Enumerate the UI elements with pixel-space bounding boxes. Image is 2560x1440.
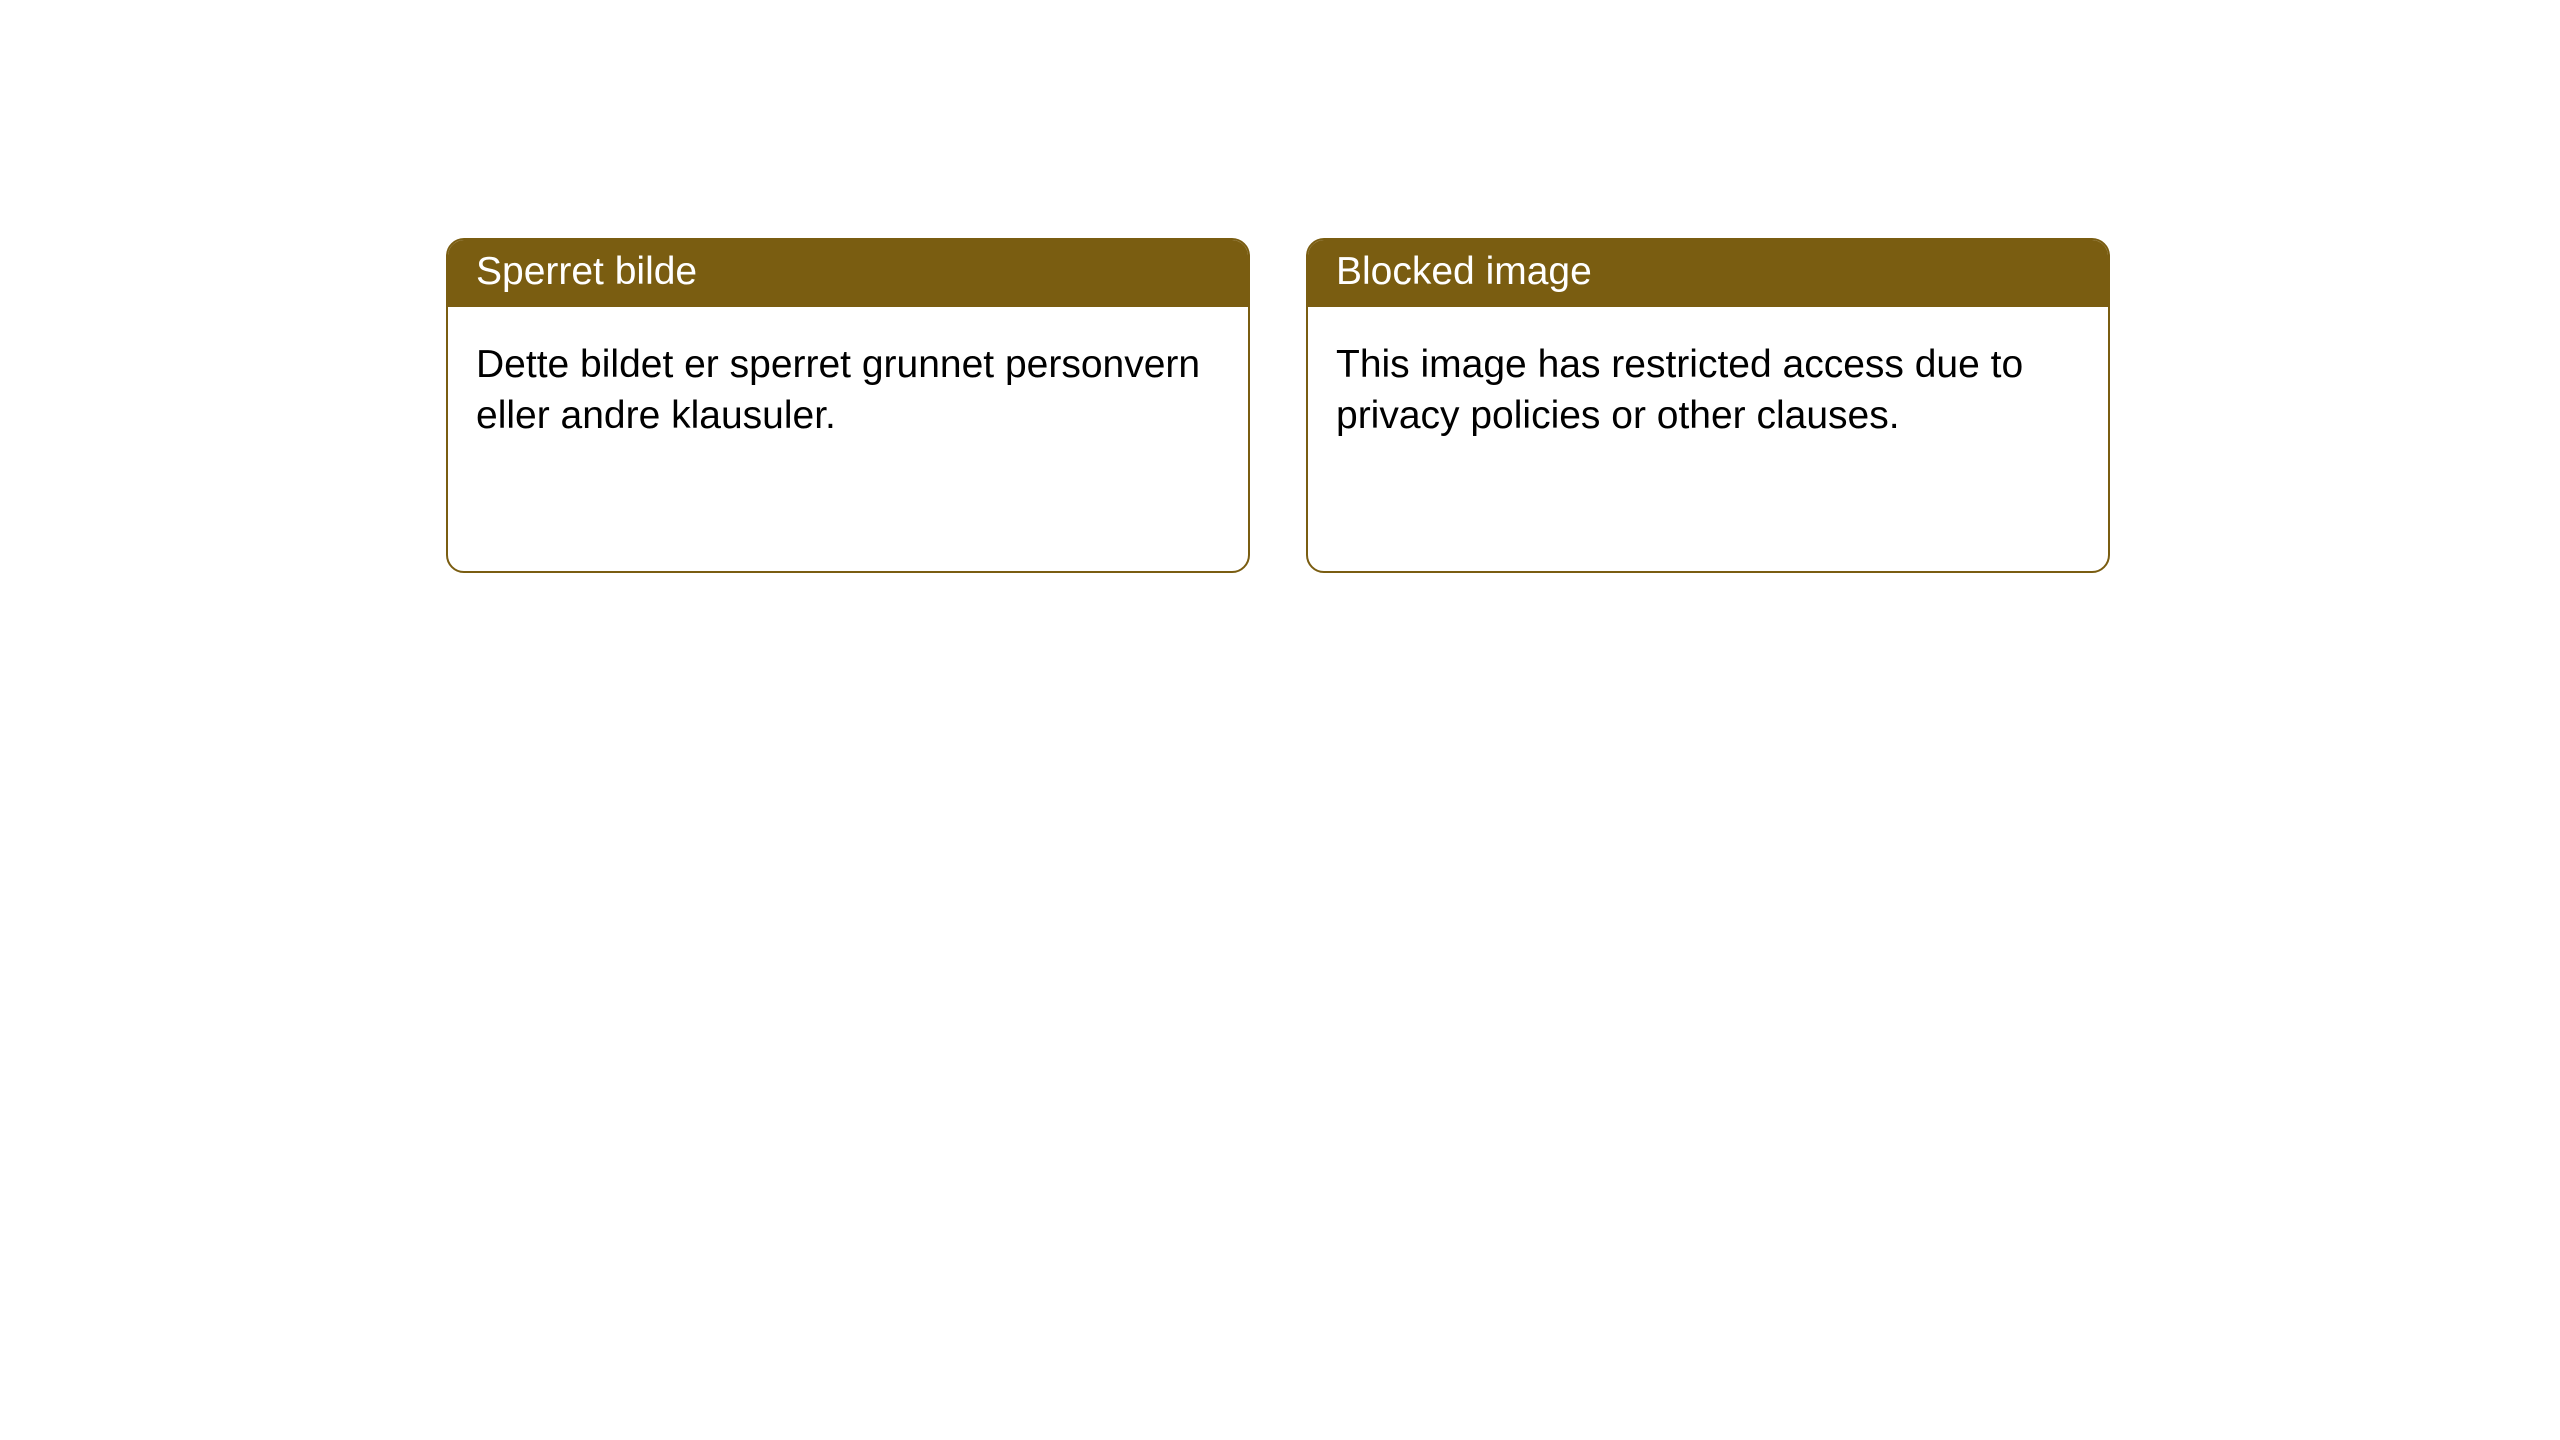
notice-container: Sperret bilde Dette bildet er sperret gr… [0, 0, 2560, 573]
card-body-text: Dette bildet er sperret grunnet personve… [476, 343, 1200, 437]
card-header: Sperret bilde [448, 240, 1248, 307]
card-header: Blocked image [1308, 240, 2108, 307]
notice-card-norwegian: Sperret bilde Dette bildet er sperret gr… [446, 238, 1250, 573]
notice-card-english: Blocked image This image has restricted … [1306, 238, 2110, 573]
card-title: Sperret bilde [476, 250, 697, 293]
card-body: This image has restricted access due to … [1308, 307, 2108, 474]
card-body: Dette bildet er sperret grunnet personve… [448, 307, 1248, 474]
card-body-text: This image has restricted access due to … [1336, 343, 2023, 437]
card-title: Blocked image [1336, 250, 1592, 293]
